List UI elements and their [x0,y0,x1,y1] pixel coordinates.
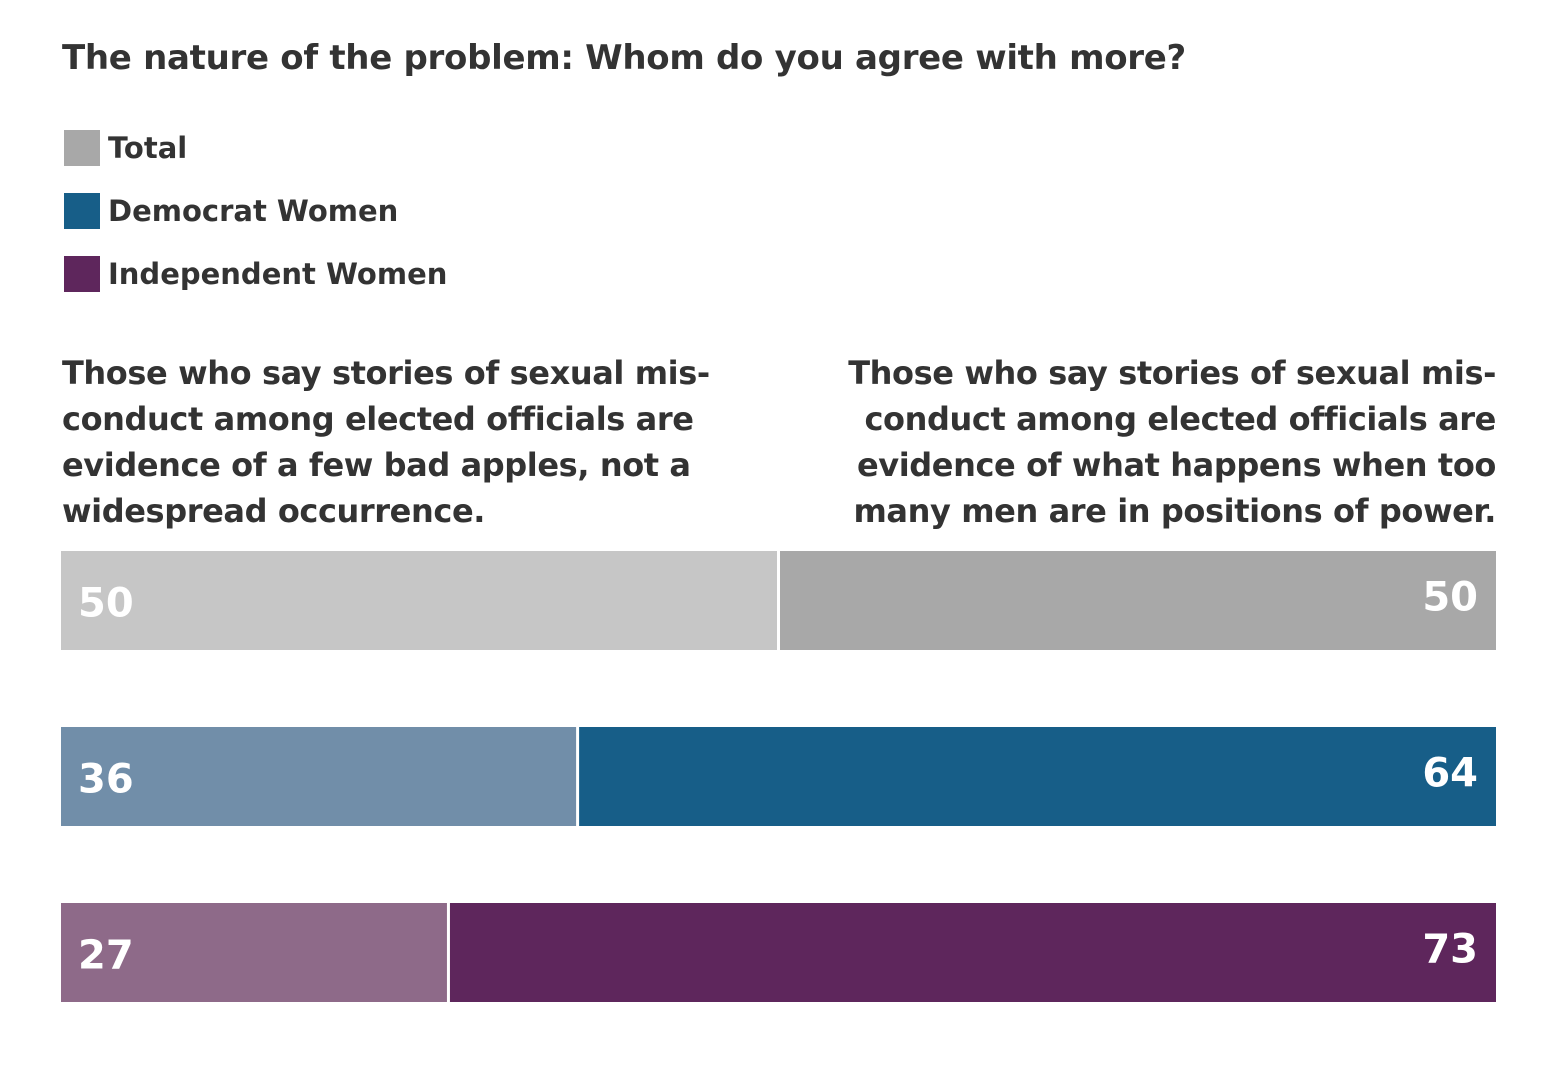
value-label-right-total: 50 [1422,575,1478,621]
value-label-left-independent-women: 27 [78,933,134,979]
legend-item-total: Total [64,130,447,166]
legend-label-total: Total [108,131,188,165]
chart-title: The nature of the problem: Whom do you a… [62,38,1186,78]
bar-row-total: 50 50 [61,551,1496,650]
bar-row-democrat-women: 36 64 [61,727,1496,826]
right-label-line: conduct among elected officials are [864,400,1496,438]
value-label-left-total: 50 [78,581,134,627]
bar-left-total [61,551,777,650]
left-side-label: Those who say stories of sexual mis- con… [62,350,710,534]
value-label-right-independent-women: 73 [1422,927,1478,973]
right-label-line: Those who say stories of sexual mis- [848,354,1496,392]
bar-left-independent-women [61,903,447,1002]
legend-item-democrat-women: Democrat Women [64,193,447,229]
bar-right-independent-women [449,903,1497,1002]
legend-swatch-democrat-women [64,193,100,229]
legend-label-independent-women: Independent Women [108,257,448,291]
right-side-label: Those who say stories of sexual mis- con… [848,350,1496,534]
bar-row-independent-women: 27 73 [61,903,1497,1002]
right-label-line: evidence of what happens when too [856,446,1496,484]
left-label-line: Those who say stories of sexual mis- [62,354,710,392]
bar-left-democrat-women [61,727,577,826]
legend-swatch-total [64,130,100,166]
legend-label-democrat-women: Democrat Women [108,194,399,228]
right-label-line: many men are in positions of power. [853,492,1496,530]
bar-right-democrat-women [579,727,1496,826]
legend: Total Democrat Women Independent Women [64,130,447,319]
value-label-right-democrat-women: 64 [1422,751,1478,797]
legend-item-independent-women: Independent Women [64,256,447,292]
bar-right-total [780,551,1496,650]
left-label-line: widespread occurrence. [62,492,485,530]
value-label-left-democrat-women: 36 [78,757,134,803]
left-label-line: conduct among elected officials are [62,400,694,438]
left-label-line: evidence of a few bad apples, not a [62,446,691,484]
legend-swatch-independent-women [64,256,100,292]
